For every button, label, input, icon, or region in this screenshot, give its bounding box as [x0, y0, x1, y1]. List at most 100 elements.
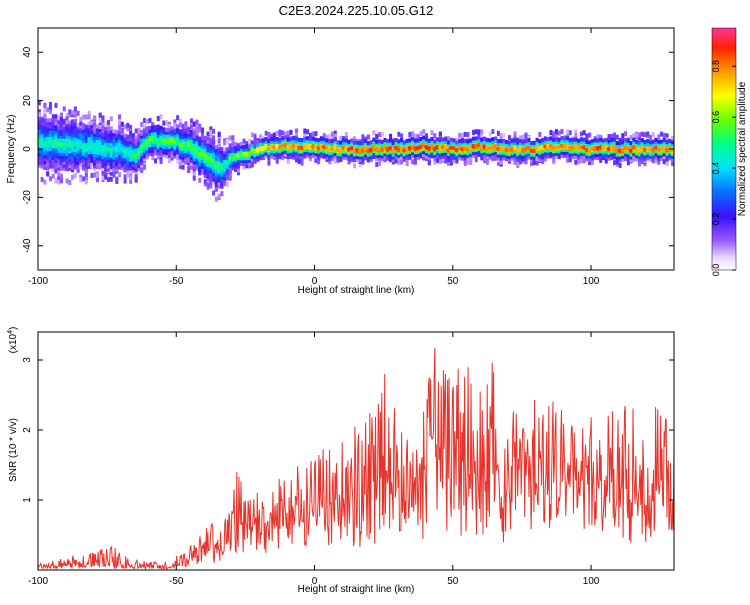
- spectrogram-cell: [37, 151, 41, 156]
- spectrogram-cell: [588, 132, 592, 138]
- spectrogram-cell: [189, 124, 193, 130]
- spectrogram-cell: [137, 143, 141, 148]
- spectrogram-cell: [267, 141, 271, 146]
- spectrogram-cell: [214, 174, 218, 179]
- spectrogram-cell: [651, 142, 655, 147]
- spectrogram-cell: [624, 138, 628, 143]
- spectrogram-cell: [264, 151, 268, 156]
- spectrogram-cell: [181, 123, 185, 129]
- spectrogram-cell: [126, 126, 130, 132]
- spectrogram-cell: [162, 133, 166, 138]
- spectrogram-cell: [541, 140, 545, 145]
- spectrogram-cell: [51, 166, 55, 172]
- spectrogram-cell: [618, 137, 622, 143]
- spectrogram-cell: [488, 141, 492, 146]
- spectrogram-cell: [134, 135, 138, 141]
- spectrogram-cell: [73, 130, 77, 135]
- spectrogram-cell: [424, 140, 429, 145]
- spectrogram-cell: [131, 133, 135, 139]
- spectrogram-cell: [195, 124, 199, 130]
- spectrogram-cell: [173, 154, 177, 159]
- spectrogram-cell: [123, 153, 127, 158]
- spectrogram-cell: [198, 136, 202, 141]
- spectrogram-cell: [109, 170, 113, 176]
- spectrogram-cell: [242, 156, 246, 161]
- spectrogram-cell: [79, 121, 83, 126]
- spectrogram-cell: [447, 157, 451, 162]
- spectrogram-cell: [211, 171, 216, 176]
- spectrogram-cell: [466, 151, 470, 156]
- spectrogram-cell: [109, 141, 113, 146]
- spectrogram-cell: [200, 132, 205, 137]
- spectrogram-cell: [477, 149, 481, 154]
- spectrogram-cell: [574, 159, 578, 165]
- spectrogram-cell: [142, 145, 147, 150]
- spectrogram-cell: [543, 151, 548, 156]
- spectrogram-cell: [192, 154, 196, 159]
- spectrogram-cell: [164, 148, 169, 153]
- spectrogram-cell: [480, 132, 484, 138]
- spectrogram-cell: [164, 154, 169, 159]
- spectrogram-cell: [65, 116, 69, 122]
- spectrogram-cell: [137, 128, 141, 134]
- spectrogram-ridge-cell: [136, 150, 142, 156]
- spectrogram-cell: [43, 134, 47, 139]
- spectrogram-cell: [84, 133, 88, 138]
- spectrogram-cell: [499, 153, 503, 158]
- spectrogram-cell: [73, 165, 77, 170]
- spectrogram-cell: [585, 139, 589, 144]
- spectrogram-cell: [527, 152, 531, 157]
- spectrogram-cell: [101, 149, 105, 154]
- spectrogram-cell: [610, 133, 614, 139]
- spectrogram-cell: [369, 154, 373, 159]
- spectrogram-cell: [46, 121, 50, 126]
- spectrogram-cell: [281, 136, 285, 141]
- spectrogram-cell: [535, 140, 539, 145]
- spectrogram-cell: [57, 154, 61, 159]
- spectrogram-cell: [383, 149, 387, 154]
- spectrogram-cell: [344, 150, 348, 155]
- spectrogram-cell: [264, 154, 268, 159]
- spectrogram-cell: [372, 140, 376, 145]
- spectrogram-cell: [225, 173, 230, 178]
- spectrogram-cell: [494, 151, 498, 156]
- spectrogram-cell: [131, 148, 135, 153]
- spectrogram-cell: [43, 148, 47, 153]
- spectrogram-cell: [37, 160, 41, 165]
- spectrogram-cell: [607, 142, 611, 147]
- spectrogram-cell: [635, 132, 639, 138]
- spectrogram-cell: [140, 157, 144, 162]
- spectrogram-cell: [646, 141, 650, 146]
- spectrogram-cell: [648, 143, 653, 148]
- spectrogram-cell: [640, 159, 644, 165]
- spectrogram-cell: [46, 159, 50, 164]
- spectrogram-cell: [73, 173, 77, 179]
- spectrogram-cell: [272, 137, 277, 142]
- spectrogram-cell: [203, 173, 207, 178]
- spectrogram-cell: [433, 153, 437, 158]
- spectrogram-cell: [115, 176, 119, 182]
- snr-frame: [37, 331, 675, 571]
- spectrogram-cell: [184, 151, 188, 156]
- spectrogram-cell: [131, 163, 135, 168]
- spectrogram-cell: [200, 135, 205, 140]
- spectrogram-cell: [621, 133, 625, 139]
- spectrogram-cell: [541, 149, 545, 154]
- spectrogram-cell: [289, 129, 293, 135]
- spectrogram-cell: [84, 179, 88, 185]
- spectrogram-cell: [543, 154, 548, 159]
- snr-y-multiplier-exp: 4: [7, 330, 14, 334]
- spectrogram-cell: [211, 151, 216, 156]
- spectrogram-cell: [162, 144, 166, 149]
- spectrogram-cell: [626, 153, 630, 158]
- spectrogram-cell: [413, 138, 418, 143]
- spectrogram-cell: [184, 154, 188, 159]
- spectrogram-cell: [176, 158, 180, 164]
- spectrogram-cell: [499, 156, 503, 161]
- spectrogram-cell: [472, 129, 476, 135]
- spectrogram-ridge-cell: [222, 163, 227, 169]
- spectrogram-cell: [297, 149, 301, 154]
- spectrogram-cell: [588, 140, 592, 145]
- spectrogram-cell: [574, 133, 578, 139]
- spectrogram-cell: [112, 172, 116, 178]
